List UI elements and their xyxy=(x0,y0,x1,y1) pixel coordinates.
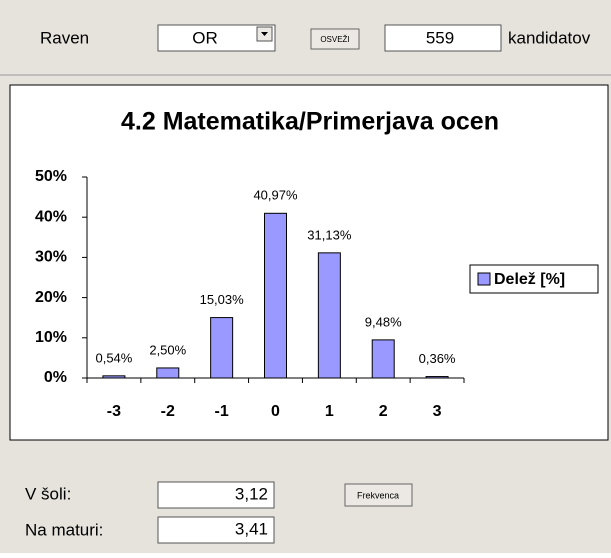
legend-box xyxy=(469,264,599,294)
freq-label: Frekvenca xyxy=(357,490,399,500)
refresh-button[interactable] xyxy=(310,28,360,50)
level-label: Raven xyxy=(40,28,89,47)
school-value: 3,12 xyxy=(235,484,268,503)
value-label: 0,54% xyxy=(95,350,132,365)
x-tick-label: 2 xyxy=(379,403,388,420)
chart-area xyxy=(9,84,609,441)
bar xyxy=(371,339,395,379)
x-tick-label: 1 xyxy=(325,403,334,420)
x-tick-label: -1 xyxy=(215,403,229,420)
bar xyxy=(264,212,287,379)
bar xyxy=(156,367,180,379)
freq-button[interactable] xyxy=(344,483,413,507)
legend-label: Delež [%] xyxy=(494,271,565,288)
value-label: 9,48% xyxy=(365,314,402,329)
y-tick-label: 40% xyxy=(35,208,67,225)
bar xyxy=(425,376,449,379)
y-tick-label: 10% xyxy=(35,329,67,346)
y-tick-label: 30% xyxy=(35,249,67,266)
bar xyxy=(102,375,126,379)
refresh-label: OSVEŽI xyxy=(320,35,349,44)
value-label: 40,97% xyxy=(253,188,298,203)
level-value: OR xyxy=(192,28,218,47)
count-value: 559 xyxy=(426,28,454,47)
legend-swatch xyxy=(477,272,491,286)
x-tick-label: -2 xyxy=(161,403,175,420)
value-label: 31,13% xyxy=(307,227,352,242)
exam-box xyxy=(157,516,275,544)
y-tick-label: 50% xyxy=(35,168,67,185)
arrow-icon xyxy=(261,32,268,36)
x-tick-label: 3 xyxy=(433,403,442,420)
count-box xyxy=(384,24,502,52)
count-unit: kandidatov xyxy=(508,28,591,47)
level-dropdown[interactable] xyxy=(157,24,276,52)
value-label: 15,03% xyxy=(200,292,245,307)
school-box xyxy=(157,481,275,509)
x-tick-label: -3 xyxy=(107,403,121,420)
y-tick-label: 20% xyxy=(35,289,67,306)
school-label: V šoli: xyxy=(25,484,71,503)
x-tick-label: 0 xyxy=(271,403,280,420)
y-tick-label: 0% xyxy=(44,369,67,386)
bar xyxy=(210,317,234,379)
exam-value: 3,41 xyxy=(235,519,268,538)
exam-label: Na maturi: xyxy=(25,520,103,539)
bar xyxy=(317,252,341,379)
value-label: 2,50% xyxy=(149,342,186,357)
chart-title: 4.2 Matematika/Primerjava ocen xyxy=(121,108,499,136)
value-label: 0,36% xyxy=(419,351,456,366)
